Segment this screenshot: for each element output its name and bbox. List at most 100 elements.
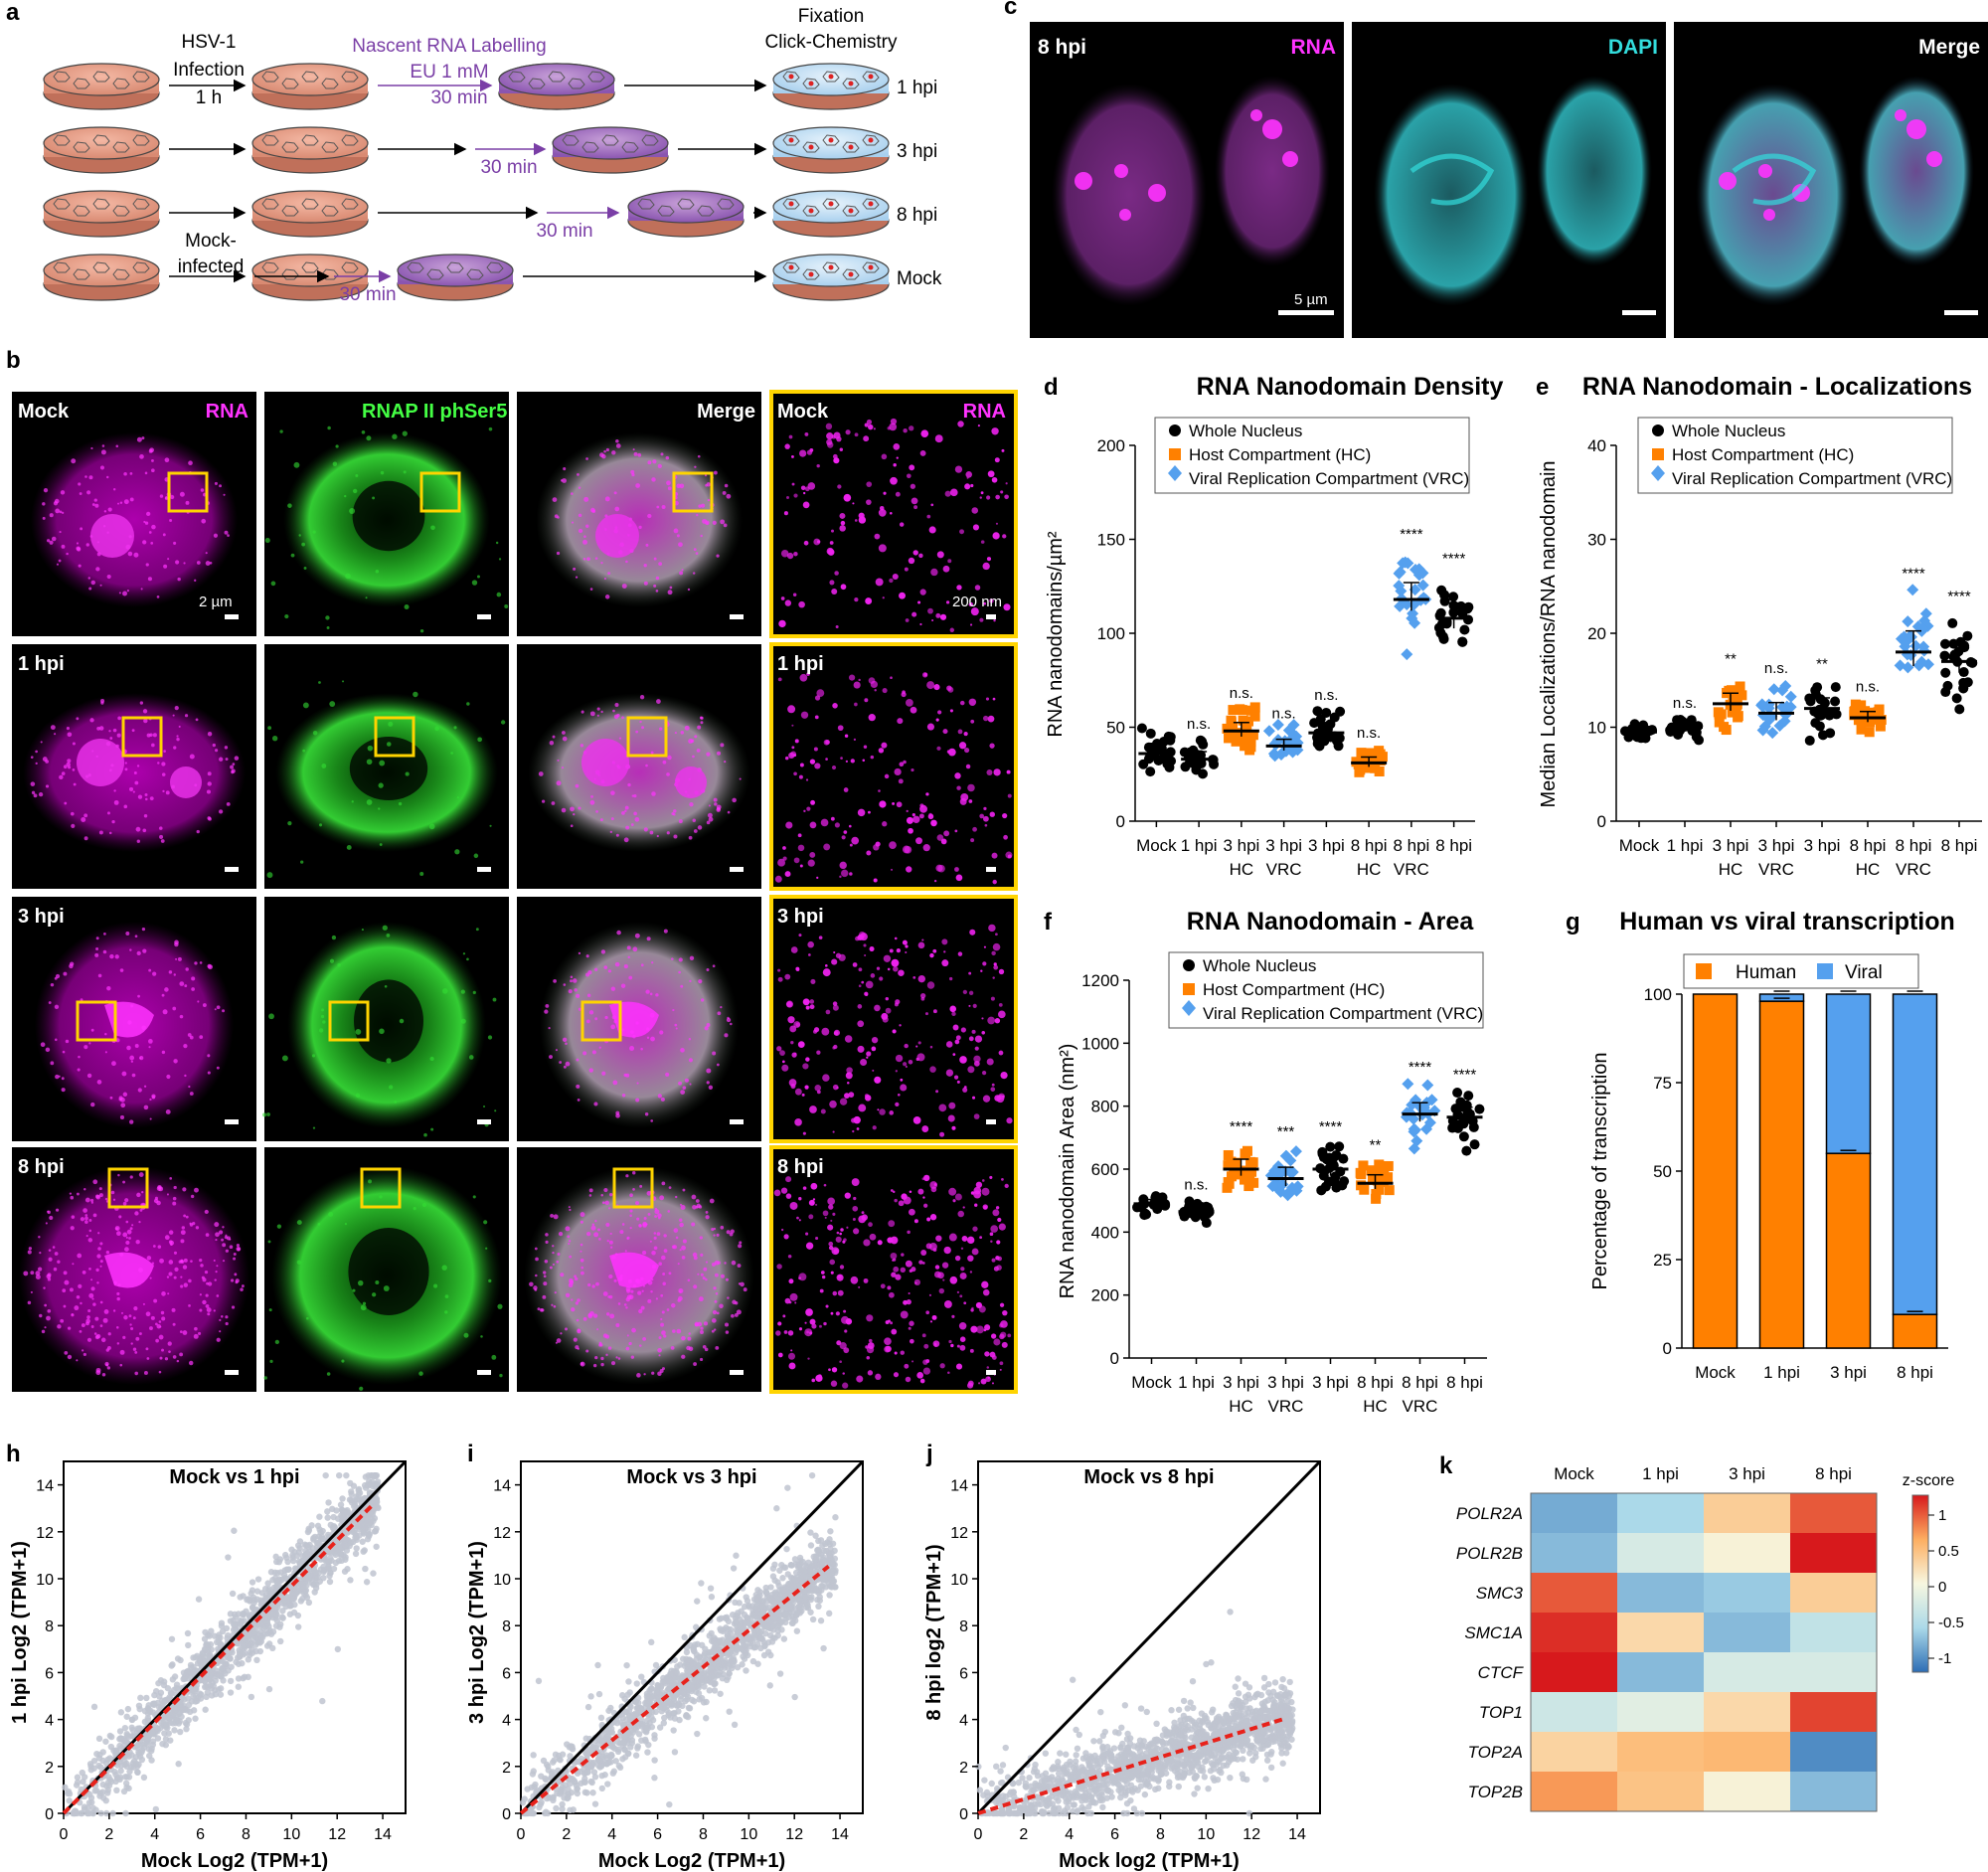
rna-spot <box>787 1352 796 1360</box>
gene-point <box>261 1630 268 1637</box>
nucleus-right <box>1215 76 1330 266</box>
rna-dot <box>673 528 679 534</box>
gene-point <box>257 1597 264 1604</box>
rna-dot <box>115 1227 118 1231</box>
rna-dot <box>696 748 701 753</box>
rna-dot <box>675 1236 679 1240</box>
rna-dot <box>573 1337 578 1342</box>
rna-dot <box>165 1109 171 1114</box>
rna-dot <box>717 751 722 756</box>
rna-spot <box>812 1198 816 1201</box>
d-legend-item-2: Viral Replication Compartment (VRC) <box>1189 469 1469 488</box>
rna-dot <box>167 1341 172 1346</box>
scale-bar <box>986 614 996 619</box>
data-point <box>1222 723 1233 734</box>
rna-spot <box>816 876 819 880</box>
gene-point <box>185 1717 192 1724</box>
gene-point <box>320 1563 327 1571</box>
rna-spot <box>963 1301 967 1305</box>
rna-dot <box>568 989 573 994</box>
cell-icon <box>842 205 860 217</box>
rna-dot <box>105 475 109 479</box>
rna-dot <box>640 1047 643 1051</box>
rna-dot <box>560 1332 563 1335</box>
gene-point <box>265 1685 273 1693</box>
rna-dot <box>678 1287 684 1293</box>
data-point <box>1939 650 1950 661</box>
pol-dot <box>434 726 439 732</box>
nucleus-dot <box>828 74 834 80</box>
rna-dot <box>126 590 129 593</box>
data-point <box>1223 1149 1234 1160</box>
data-point <box>1356 748 1367 759</box>
rna-dot <box>657 1094 662 1099</box>
rna-dot <box>634 816 640 822</box>
cell-icon <box>281 268 299 280</box>
rna-dot <box>90 1278 93 1281</box>
group-8-hpi <box>1446 1088 1485 1156</box>
rna-spot <box>923 1343 929 1349</box>
rna-dot <box>161 993 165 997</box>
gene-point <box>193 1685 200 1693</box>
rna-spot <box>919 449 926 456</box>
pol-dot <box>342 680 345 683</box>
rna-spot <box>842 1240 846 1244</box>
a-time-mock: Mock <box>897 268 942 289</box>
rna-spot <box>852 502 855 505</box>
data-point <box>1694 735 1705 746</box>
rna-spot <box>985 697 990 701</box>
gene-point <box>292 1565 299 1572</box>
rna-dot <box>123 499 129 505</box>
rna-dot <box>182 1330 188 1335</box>
rna-spot <box>891 1328 898 1335</box>
rna-spot <box>989 598 994 603</box>
pol-dot <box>355 1028 362 1035</box>
rna-spot <box>837 484 842 489</box>
rna-dot <box>234 1273 238 1276</box>
rna-spot <box>909 1320 914 1326</box>
nucleolus-dark <box>354 979 423 1063</box>
rna-spot <box>826 432 834 440</box>
rna-dot <box>692 572 696 575</box>
dish-initial <box>43 254 160 301</box>
gene-point <box>256 1622 263 1630</box>
rna-spot <box>808 953 811 956</box>
pol-dot <box>460 989 465 994</box>
rna-dot <box>660 1322 665 1327</box>
rna-dot <box>585 972 590 977</box>
rna-spot <box>865 993 869 996</box>
rna-dot <box>663 1249 668 1253</box>
micrograph-tile <box>264 392 509 636</box>
rna-dot <box>63 765 68 769</box>
rna-spot <box>984 1351 990 1357</box>
rna-dot <box>177 956 182 961</box>
rna-spot <box>832 1001 838 1006</box>
rna-spot <box>973 1113 980 1119</box>
rna-dot <box>118 1096 123 1101</box>
gene-point <box>347 1479 354 1487</box>
gene-point <box>240 1611 247 1618</box>
rna-dot <box>642 1221 648 1227</box>
group-8-hpi-VRC <box>1894 584 1934 674</box>
rna-focus <box>1719 172 1737 190</box>
rna-spot <box>929 1181 938 1189</box>
nucleus-dot <box>788 137 794 143</box>
significance-label: **** <box>1408 1059 1432 1076</box>
gene-point <box>305 1525 312 1533</box>
rna-spot <box>800 485 806 491</box>
data-point <box>1459 624 1470 635</box>
rna-dot <box>688 1346 694 1351</box>
rna-dot <box>635 1098 640 1103</box>
rna-dot <box>189 1035 194 1040</box>
rna-spot <box>926 981 935 989</box>
rna-dot <box>191 976 196 981</box>
rna-dot <box>626 945 631 950</box>
rna-dot <box>205 561 211 566</box>
rna-spot <box>858 984 862 988</box>
rna-spot <box>990 996 995 1001</box>
x-tick-label: 1 hpi <box>1763 1363 1800 1382</box>
rna-dot <box>632 946 638 952</box>
rna-dot <box>692 1204 697 1210</box>
pol-dot <box>274 1339 279 1344</box>
rna-spot <box>891 958 900 967</box>
